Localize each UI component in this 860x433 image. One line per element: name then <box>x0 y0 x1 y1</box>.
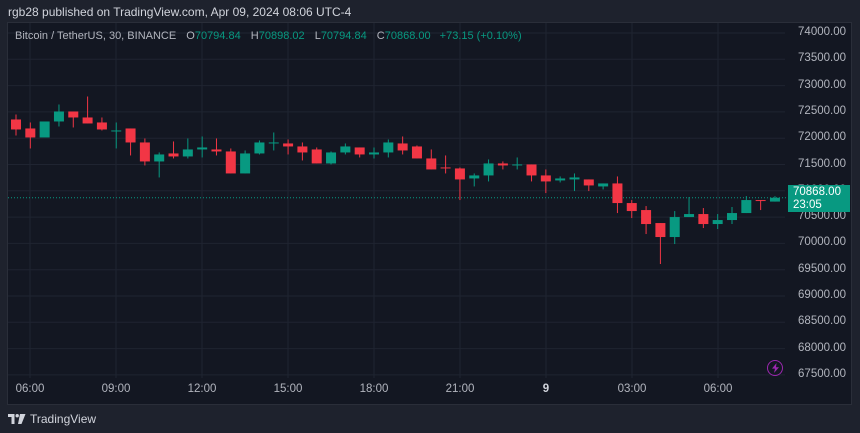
price-tick-label: 73000.00 <box>798 78 846 91</box>
time-tick-label: 12:00 <box>187 383 217 395</box>
candle[interactable] <box>426 149 437 170</box>
time-tick-label: 03:00 <box>617 383 647 395</box>
candle[interactable] <box>469 173 480 187</box>
candle[interactable] <box>168 141 179 159</box>
candle[interactable] <box>669 211 680 245</box>
candle[interactable] <box>139 138 150 166</box>
close-label: C <box>376 30 385 42</box>
candle[interactable] <box>225 148 236 174</box>
time-tick-label: 18:00 <box>359 383 389 395</box>
time-tick-label: 9 <box>542 383 550 395</box>
price-tick-label: 68000.00 <box>798 341 846 354</box>
candle[interactable] <box>712 214 723 230</box>
candle[interactable] <box>82 96 93 124</box>
candle[interactable] <box>154 152 165 178</box>
candle[interactable] <box>512 157 523 170</box>
price-tick-label: 69000.00 <box>798 289 846 301</box>
candle[interactable] <box>741 196 752 214</box>
candle[interactable] <box>39 121 50 141</box>
candle[interactable] <box>211 138 222 156</box>
candle[interactable] <box>125 128 136 156</box>
candle[interactable] <box>583 179 594 192</box>
time-tick-label: 06:00 <box>703 383 733 395</box>
candle[interactable] <box>383 139 394 158</box>
time-tick-label: 09:00 <box>101 383 131 395</box>
brand-name: TradingView <box>30 412 97 426</box>
candle[interactable] <box>698 208 709 229</box>
candle[interactable] <box>25 122 36 149</box>
open-label: O <box>186 30 195 42</box>
candle[interactable] <box>326 151 337 165</box>
candle[interactable] <box>297 142 308 161</box>
price-tick-label: 74000.00 <box>798 26 846 38</box>
candle[interactable] <box>497 161 508 170</box>
close-value: 70868.00 <box>384 30 431 42</box>
time-tick-label: 15:00 <box>273 383 303 395</box>
last-price-value: 70868.00 <box>793 186 841 198</box>
open-value: 70794.84 <box>194 30 241 42</box>
price-tick-label: 70000.00 <box>798 236 846 249</box>
candle[interactable] <box>454 167 465 201</box>
low-label: L <box>314 30 321 42</box>
published-by-text: rgb28 published on TradingView.com, Apr … <box>8 5 352 19</box>
candle[interactable] <box>755 200 766 211</box>
candle[interactable] <box>769 196 780 202</box>
candle[interactable] <box>483 159 494 182</box>
bar-countdown: 23:05 <box>793 198 822 211</box>
high-value: 70898.02 <box>258 30 305 42</box>
candle[interactable] <box>354 147 365 158</box>
candle[interactable] <box>684 197 695 218</box>
candle[interactable] <box>268 132 279 151</box>
candle[interactable] <box>96 117 107 131</box>
price-tick-label: 72500.00 <box>798 104 846 117</box>
candle[interactable] <box>254 140 265 155</box>
high-label: H <box>250 30 259 42</box>
candle[interactable] <box>240 150 251 174</box>
candle[interactable] <box>311 147 322 164</box>
candle[interactable] <box>182 138 193 159</box>
candle[interactable] <box>440 155 451 174</box>
tradingview-logo: TradingView <box>8 412 96 426</box>
time-tick-label: 06:00 <box>15 383 45 395</box>
low-value: 70794.84 <box>320 30 367 42</box>
candle[interactable] <box>569 173 580 192</box>
symbol-legend: Bitcoin / TetherUS, 30, BINANCE O70794.8… <box>15 30 522 42</box>
price-tick-label: 71500.00 <box>798 157 846 170</box>
candle[interactable] <box>540 169 551 194</box>
tradingview-logo-icon <box>8 414 26 424</box>
price-tick-label: 73500.00 <box>798 52 846 65</box>
price-tick-label: 69500.00 <box>798 262 846 275</box>
candle[interactable] <box>612 176 623 214</box>
candle[interactable] <box>111 122 122 149</box>
candle[interactable] <box>397 136 408 155</box>
candle[interactable] <box>197 136 208 158</box>
candle[interactable] <box>626 200 637 219</box>
candle[interactable] <box>340 143 351 155</box>
candle[interactable] <box>411 145 422 159</box>
price-tick-label: 72000.00 <box>798 131 846 144</box>
candle[interactable] <box>53 104 64 127</box>
candle[interactable] <box>655 223 666 265</box>
price-tick-label: 70500.00 <box>798 210 846 223</box>
symbol-title[interactable]: Bitcoin / TetherUS, 30, BINANCE <box>15 30 177 42</box>
candle[interactable] <box>283 139 294 155</box>
candle[interactable] <box>526 164 537 182</box>
candle[interactable] <box>598 183 609 190</box>
candle[interactable] <box>11 114 21 136</box>
change-value: +73.15 (+0.10%) <box>439 30 522 42</box>
candle[interactable] <box>555 176 566 183</box>
alert-bolt-icon[interactable] <box>767 360 783 376</box>
last-price-badge: 70868.00 23:05 <box>788 185 850 212</box>
candle[interactable] <box>369 147 379 159</box>
candle[interactable] <box>727 207 737 225</box>
price-tick-label: 67500.00 <box>798 367 846 380</box>
candle[interactable] <box>68 111 79 128</box>
candle[interactable] <box>641 206 652 235</box>
price-tick-label: 68500.00 <box>798 315 846 328</box>
time-tick-label: 21:00 <box>445 383 475 395</box>
